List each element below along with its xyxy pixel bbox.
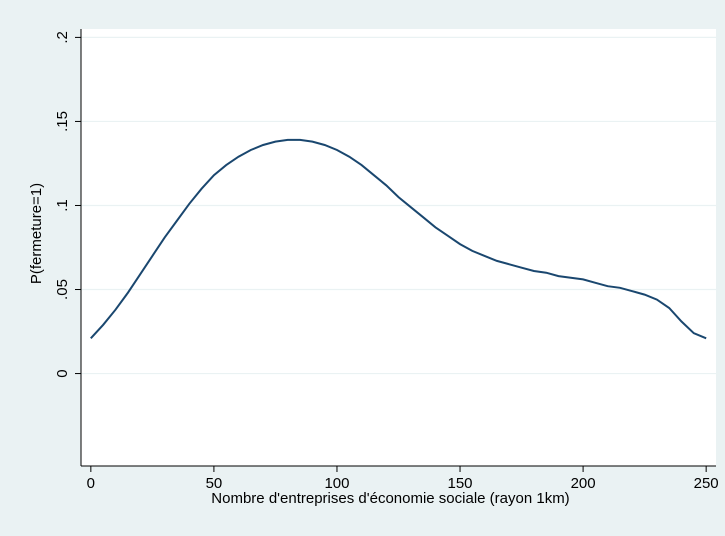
y-tick-label: .2 xyxy=(54,31,71,44)
x-tick-label: 0 xyxy=(87,475,95,492)
y-axis-title: P(fermeture=1) xyxy=(28,183,45,284)
series-line xyxy=(90,138,707,340)
x-tick-label: 200 xyxy=(571,475,596,492)
x-tick-label: 250 xyxy=(694,475,719,492)
x-tick-label: 50 xyxy=(206,475,223,492)
y-tick-label: .1 xyxy=(54,199,71,212)
x-tick-label: 150 xyxy=(448,475,473,492)
axis-ticks: 0 .05 .1 .15 .2 0 50 100 150 200 250 xyxy=(54,31,719,492)
y-tick-label: .15 xyxy=(54,111,71,132)
x-axis-title: Nombre d'entreprises d'économie sociale … xyxy=(211,490,569,507)
y-tick-label: .05 xyxy=(54,279,71,300)
x-tick-label: 100 xyxy=(324,475,349,492)
y-tick-label: 0 xyxy=(54,369,71,377)
plot-area xyxy=(81,29,716,466)
